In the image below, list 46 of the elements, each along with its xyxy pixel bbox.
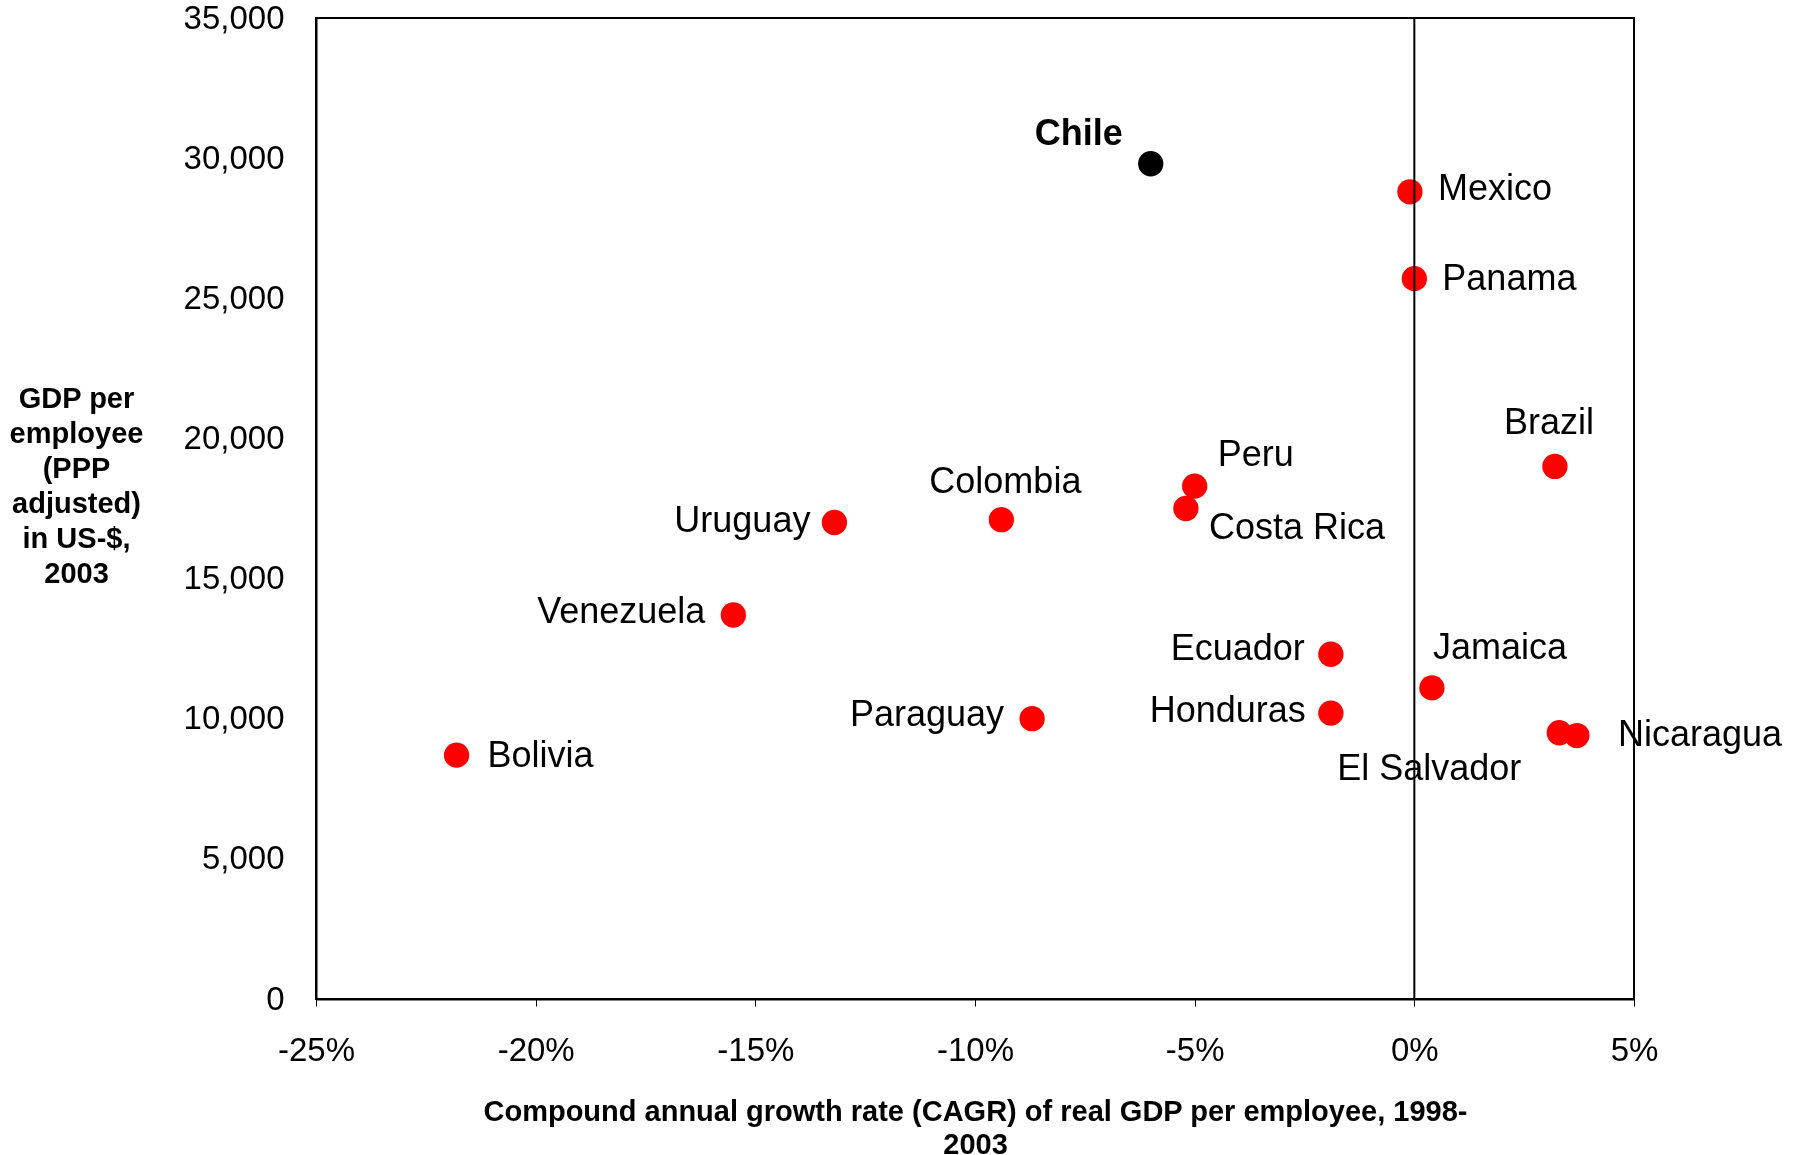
point <box>1397 179 1423 205</box>
series-label: Paraguay <box>850 692 1005 734</box>
point <box>1138 151 1164 177</box>
y-tick-label: 35,000 <box>183 0 285 36</box>
series-label: Ecuador <box>1170 627 1305 669</box>
y-tick-label: 25,000 <box>183 278 285 316</box>
y-tick-label: 10,000 <box>183 699 285 737</box>
series-label: Panama <box>1442 256 1578 298</box>
x-tick-label: -5% <box>1165 1030 1225 1068</box>
point <box>821 509 848 536</box>
series-label: Chile <box>1034 111 1123 153</box>
series-label: Colombia <box>929 459 1083 501</box>
point <box>720 602 747 628</box>
point <box>1173 495 1199 522</box>
series-label: Honduras <box>1149 689 1306 731</box>
point <box>1401 266 1427 292</box>
point <box>1318 641 1344 667</box>
series-label: Mexico <box>1437 166 1552 208</box>
point <box>1318 700 1344 726</box>
series-label: Brazil <box>1503 401 1594 443</box>
series-label: Uruguay <box>674 498 811 540</box>
point <box>1019 706 1045 732</box>
x-tick-label: 5% <box>1610 1030 1659 1068</box>
series-label: Peru <box>1217 433 1294 475</box>
series-label: Jamaica <box>1432 625 1568 667</box>
point <box>1542 453 1568 480</box>
y-tick-label: 5,000 <box>201 839 285 877</box>
x-tick-label: 0% <box>1390 1030 1439 1068</box>
point <box>1564 722 1590 749</box>
series-label: Costa Rica <box>1208 505 1386 547</box>
x-tick-label: -20% <box>497 1030 575 1068</box>
point <box>443 742 470 768</box>
x-tick-label: -25% <box>277 1030 356 1068</box>
series-label: Bolivia <box>487 734 595 776</box>
point <box>988 507 1015 533</box>
x-axis-title: Compound annual growth rate (CAGR) of real GDP per employee, 1998-2003 <box>483 1094 1468 1155</box>
y-tick-label: 15,000 <box>183 559 285 597</box>
y-tick-label: 20,000 <box>183 418 285 456</box>
y-axis-title: GDP per employee (PPP adjusted) in US-$, 2003 <box>9 381 144 589</box>
series-label: Venezuela <box>537 590 707 632</box>
y-tick-label: 30,000 <box>183 138 285 176</box>
x-tick-label: -15% <box>717 1030 795 1068</box>
x-tick-label: -10% <box>936 1030 1015 1068</box>
point <box>1182 473 1208 499</box>
point <box>1419 675 1445 701</box>
y-tick-label: 0 <box>266 979 285 1017</box>
